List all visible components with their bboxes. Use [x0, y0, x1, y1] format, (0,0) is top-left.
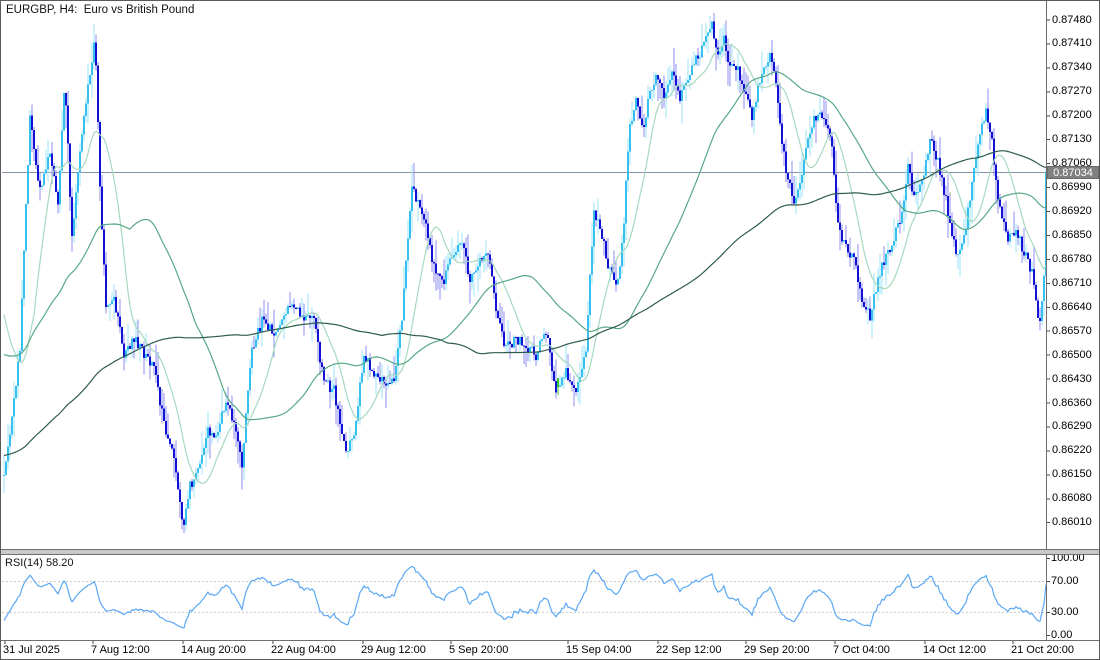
- candles-layer: [3, 13, 1046, 534]
- price-tick-label: 0.86780: [1052, 253, 1092, 265]
- chart-title: EURGBP, H4: Euro vs British Pound: [6, 4, 195, 16]
- price-tick-label: 0.86640: [1052, 301, 1092, 313]
- price-tick-label: 0.86920: [1052, 205, 1092, 217]
- price-tick-label: 0.86500: [1052, 349, 1092, 361]
- panel-splitter[interactable]: [1, 549, 1099, 555]
- price-tick-label: 0.87270: [1052, 85, 1092, 97]
- main-panel-layer: [2, 13, 1046, 534]
- time-tick-label: 7 Aug 12:00: [91, 644, 150, 656]
- rsi-indicator-label: RSI(14) 58.20: [5, 557, 74, 569]
- rsi-tick-label: 100.00: [1051, 552, 1085, 564]
- time-tick-label: 22 Aug 04:00: [271, 644, 336, 656]
- ma-fast-line: [3, 43, 1046, 484]
- ma-mid-line: [3, 71, 1046, 421]
- price-tick-label: 0.87060: [1052, 157, 1092, 169]
- rsi-line: [3, 565, 1046, 629]
- price-tick-label: 0.86150: [1052, 468, 1092, 480]
- price-tick-label: 0.87410: [1052, 37, 1092, 49]
- time-tick-label: 5 Sep 20:00: [449, 644, 509, 656]
- price-tick-label: 0.87480: [1052, 14, 1092, 26]
- price-tick-label: 0.86990: [1052, 181, 1092, 193]
- time-tick-label: 7 Oct 04:00: [833, 644, 890, 656]
- time-tick-label: 31 Jul 2025: [3, 644, 60, 656]
- current-price-tag: 0.87034: [1047, 166, 1099, 179]
- price-tick-label: 0.87200: [1052, 109, 1092, 121]
- price-tick-label: 0.86710: [1052, 277, 1092, 289]
- time-tick-label: 21 Oct 20:00: [1011, 644, 1074, 656]
- price-tick-label: 0.86430: [1052, 373, 1092, 385]
- time-tick-label: 22 Sep 12:00: [656, 644, 722, 656]
- rsi-tick-label: 0.00: [1051, 629, 1073, 641]
- time-tick-label: 29 Aug 12:00: [361, 644, 426, 656]
- rsi-panel-layer: [2, 565, 1046, 629]
- time-tick-label: 14 Oct 12:00: [923, 644, 986, 656]
- price-tick-label: 0.86220: [1052, 444, 1092, 456]
- price-tick-label: 0.86080: [1052, 492, 1092, 504]
- price-tick-label: 0.86010: [1052, 516, 1092, 528]
- rsi-tick-label: 30.00: [1051, 606, 1079, 618]
- rsi-tick-label: 70.00: [1051, 575, 1079, 587]
- price-axis-border: [1046, 1, 1047, 640]
- price-tick-label: 0.86290: [1052, 420, 1092, 432]
- price-tick-label: 0.86360: [1052, 397, 1092, 409]
- price-tick-label: 0.86570: [1052, 325, 1092, 337]
- price-tick-label: 0.86850: [1052, 229, 1092, 241]
- time-tick-label: 15 Sep 04:00: [566, 644, 632, 656]
- time-axis-border: [1, 640, 1099, 641]
- time-tick-label: 14 Aug 20:00: [181, 644, 246, 656]
- price-tick-label: 0.87130: [1052, 133, 1092, 145]
- price-tick-label: 0.87340: [1052, 61, 1092, 73]
- ma-slow-line: [3, 150, 1046, 457]
- time-tick-label: 29 Sep 20:00: [744, 644, 810, 656]
